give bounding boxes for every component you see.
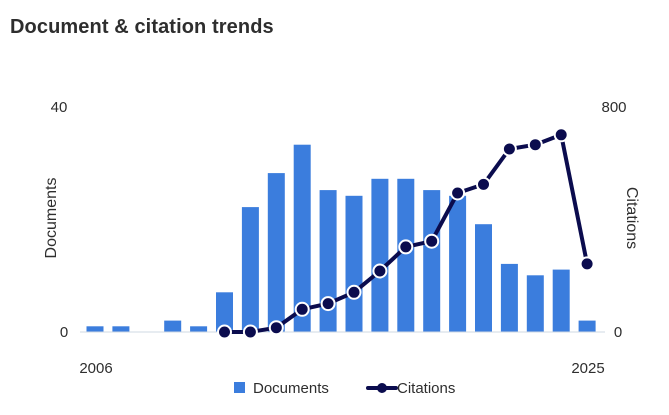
citations-points <box>217 127 595 340</box>
documents-bar-2022[interactable] <box>500 263 518 332</box>
legend-citations-marker <box>377 383 387 393</box>
documents-bar-2020[interactable] <box>449 195 467 332</box>
legend: Documents Citations <box>234 380 455 397</box>
y-right-tick-top: 800 <box>601 99 626 116</box>
documents-bar-2011[interactable] <box>216 292 233 332</box>
citations-point-2012[interactable] <box>242 324 258 340</box>
documents-bar-2007[interactable] <box>112 326 130 332</box>
legend-documents-swatch <box>234 382 245 393</box>
y-right-tick-bottom: 0 <box>614 324 622 341</box>
citations-point-2021[interactable] <box>476 176 491 192</box>
citations-point-2019[interactable] <box>424 233 440 249</box>
citations-point-2014[interactable] <box>294 301 310 317</box>
citations-point-2024[interactable] <box>553 127 569 143</box>
citations-line-layer <box>217 127 595 340</box>
citations-point-2025[interactable] <box>579 256 595 272</box>
citations-point-2023[interactable] <box>527 137 543 153</box>
x-tick-last: 2025 <box>571 360 604 377</box>
legend-documents-label: Documents <box>253 380 329 397</box>
y-left-tick-bottom: 0 <box>60 324 68 341</box>
documents-bar-2009[interactable] <box>164 320 182 332</box>
documents-bar-2025[interactable] <box>578 320 596 332</box>
citations-point-2022[interactable] <box>501 141 517 157</box>
citations-point-2011[interactable] <box>217 324 232 340</box>
documents-bar-2021[interactable] <box>475 224 492 332</box>
documents-bar-2012[interactable] <box>241 207 259 332</box>
citations-point-2016[interactable] <box>346 284 362 300</box>
documents-bar-2019[interactable] <box>423 190 441 332</box>
documents-bar-2023[interactable] <box>526 275 544 333</box>
documents-bar-2016[interactable] <box>345 195 363 332</box>
documents-bars <box>86 144 596 333</box>
citations-point-2017[interactable] <box>372 263 388 279</box>
documents-bar-2017[interactable] <box>371 178 389 332</box>
x-tick-first: 2006 <box>79 360 112 377</box>
citations-point-2015[interactable] <box>320 296 336 312</box>
y-left-tick-top: 40 <box>51 99 68 116</box>
documents-bar-2013[interactable] <box>267 173 285 332</box>
documents-bar-2006[interactable] <box>86 326 104 332</box>
y-left-axis-title: Documents <box>43 178 60 259</box>
legend-citations-label: Citations <box>397 380 455 397</box>
documents-bar-2015[interactable] <box>319 190 337 332</box>
y-right-axis-title: Citations <box>623 187 640 249</box>
citations-point-2018[interactable] <box>398 239 414 255</box>
documents-bar-2024[interactable] <box>552 269 570 332</box>
citations-point-2020[interactable] <box>450 185 466 201</box>
chart-title: Document & citation trends <box>10 16 274 38</box>
citations-point-2013[interactable] <box>268 320 284 336</box>
documents-bar-2014[interactable] <box>293 144 311 332</box>
documents-bar-2018[interactable] <box>397 178 415 332</box>
documents-bar-2010[interactable] <box>190 326 208 332</box>
